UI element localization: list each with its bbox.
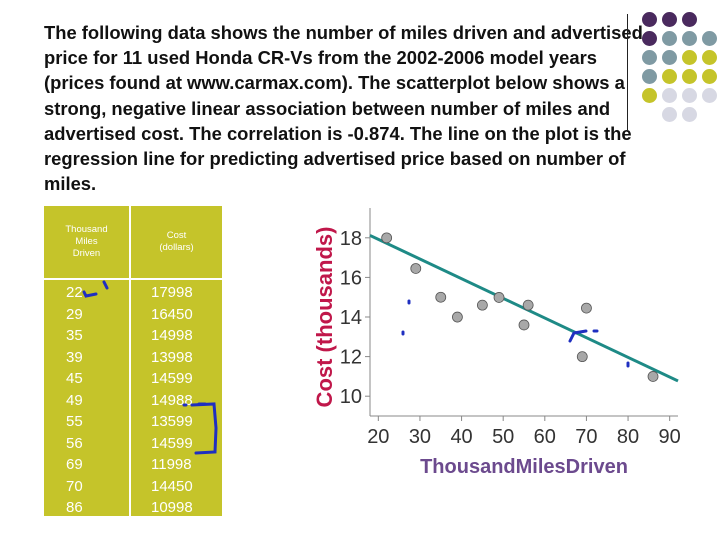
x-tick-label: 30 xyxy=(409,426,431,448)
dot xyxy=(702,69,717,84)
ink-mark xyxy=(102,280,109,290)
dot xyxy=(682,12,697,27)
x-tick-label: 60 xyxy=(534,426,556,448)
data-point xyxy=(518,319,530,331)
table-cell-cost: 17998 xyxy=(151,284,193,301)
ink-mark xyxy=(190,402,218,455)
table-cell-cost: 16450 xyxy=(151,305,193,323)
header-cost-line: Cost xyxy=(166,230,187,241)
y-tick-label: 16 xyxy=(340,267,362,289)
table-cell-cost: 14599 xyxy=(151,370,193,387)
table-cell-cost: 13998 xyxy=(151,348,193,366)
ink-mark xyxy=(82,290,98,298)
dot xyxy=(702,31,717,46)
ink-mark xyxy=(182,402,207,407)
table-cell-miles: 29 xyxy=(66,305,83,323)
x-tick-label: 20 xyxy=(367,426,389,448)
y-tick-label: 14 xyxy=(340,307,362,329)
table-cell-miles: 55 xyxy=(66,413,83,430)
table-cell-cost: 14988 xyxy=(151,391,193,409)
table-cell-miles: 39 xyxy=(66,348,83,366)
data-point xyxy=(576,351,588,363)
x-tick-label: 40 xyxy=(450,426,472,448)
x-tick-label: 90 xyxy=(659,426,681,448)
dot xyxy=(682,69,697,84)
header-cost-line: (dollars) xyxy=(159,242,194,253)
scatterplot: 10 12 14 16 18 20 30 40 50 60 70 80 90 ThousandMilesD… xyxy=(312,208,681,478)
dot xyxy=(682,107,697,122)
dot xyxy=(682,50,697,65)
divider-line xyxy=(627,14,628,132)
x-axis-label: ThousandMilesDriven xyxy=(420,456,628,478)
data-point xyxy=(381,232,393,244)
data-point xyxy=(476,299,488,311)
y-tick-label: 12 xyxy=(340,347,362,369)
dot xyxy=(662,69,677,84)
ink-mark xyxy=(401,299,630,368)
data-point xyxy=(522,299,534,311)
table-cell-cost: 10998 xyxy=(151,499,193,516)
dot xyxy=(662,31,677,46)
header-miles-line: Miles xyxy=(75,236,98,247)
dot xyxy=(682,88,697,103)
slide-description: The following data shows the number of m… xyxy=(44,22,643,195)
dot xyxy=(642,69,657,84)
data-point xyxy=(410,263,422,274)
data-point xyxy=(647,371,659,382)
x-tick-label: 70 xyxy=(575,426,597,448)
header-cost: Cost (dollars) xyxy=(131,230,222,254)
data-table: Thousand Miles Driven Cost (dollars) 22 1… xyxy=(44,206,222,516)
x-tick-label: 50 xyxy=(492,426,514,448)
table-cell-miles: 22 xyxy=(66,284,83,301)
table-header-divider xyxy=(44,278,222,280)
table-cell-miles: 69 xyxy=(66,456,83,473)
table-cell-miles: 35 xyxy=(66,327,83,344)
header-miles-line: Thousand xyxy=(65,224,108,235)
dot xyxy=(642,50,657,65)
table-cell-miles: 70 xyxy=(66,477,83,495)
ink-mark xyxy=(568,329,599,343)
dot xyxy=(642,88,657,103)
dot xyxy=(662,107,677,122)
dot xyxy=(662,12,677,27)
data-point xyxy=(493,292,505,303)
y-tick-label: 18 xyxy=(340,228,362,250)
data-point xyxy=(581,302,592,314)
dot xyxy=(682,31,697,46)
table-cell-miles: 86 xyxy=(66,499,83,516)
table-column-divider xyxy=(129,206,131,516)
table-cell-cost: 14599 xyxy=(151,434,193,452)
header-miles-line: Driven xyxy=(72,248,101,259)
dot xyxy=(702,88,717,103)
dot xyxy=(702,50,717,65)
data-point xyxy=(452,311,463,323)
table-cell-cost: 14998 xyxy=(151,327,193,344)
table-cell-miles: 49 xyxy=(66,391,83,409)
dot xyxy=(642,12,657,27)
header-miles: Thousand Miles Driven xyxy=(44,224,129,260)
table-cell-miles: 56 xyxy=(66,434,83,452)
x-tick-label: 80 xyxy=(617,426,639,448)
table-cell-cost: 14450 xyxy=(151,477,193,495)
dot xyxy=(662,50,677,65)
data-point xyxy=(435,291,447,303)
y-tick-label: 10 xyxy=(340,386,362,408)
y-axis-label: Cost (thousands) xyxy=(312,227,337,408)
table-cell-miles: 45 xyxy=(66,370,83,387)
table-cell-cost: 13599 xyxy=(151,413,193,430)
dot xyxy=(662,88,677,103)
dot xyxy=(642,31,657,46)
table-cell-cost: 11998 xyxy=(151,456,192,473)
